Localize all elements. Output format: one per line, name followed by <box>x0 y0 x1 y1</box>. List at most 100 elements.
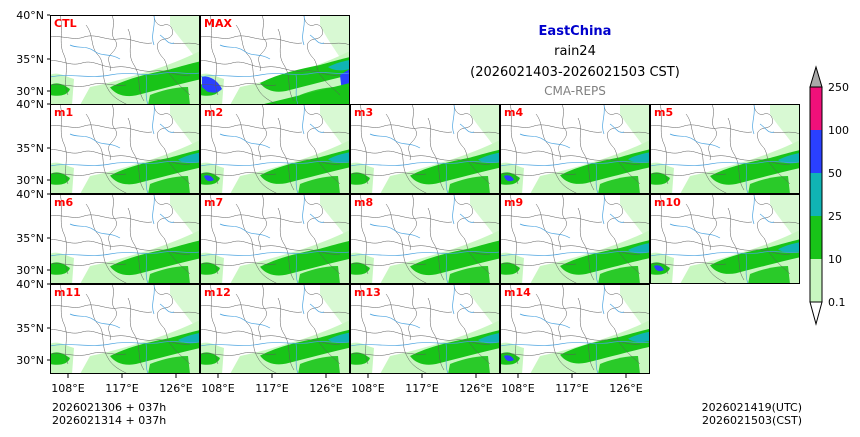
rain-moderate-south <box>598 176 640 194</box>
variable-title: rain24 <box>554 44 596 59</box>
province-border <box>350 329 491 345</box>
river-line <box>595 163 599 194</box>
rain-moderate-south <box>448 176 490 194</box>
init-time-line-1: 2026021306 + 037h <box>52 401 166 414</box>
river-line <box>69 313 121 329</box>
river-line <box>602 194 605 225</box>
river-line <box>519 223 571 239</box>
river-line <box>50 72 200 78</box>
panel-map-content <box>500 284 650 374</box>
colorbar-segment <box>810 216 822 259</box>
river-line <box>752 194 755 225</box>
river-line <box>295 74 299 105</box>
river-line <box>445 163 449 194</box>
river-line <box>69 44 121 60</box>
province-border <box>59 104 69 185</box>
river-line <box>595 253 599 284</box>
river-line <box>369 313 421 329</box>
lat-tick-label: 30°N <box>16 85 44 98</box>
province-border <box>50 304 153 313</box>
rain-moderate-band <box>560 328 650 364</box>
rain-moderate-west <box>50 262 70 275</box>
lon-tick-label: 126°E <box>609 382 642 395</box>
province-border <box>50 262 127 266</box>
river-line <box>200 72 350 78</box>
province-border <box>650 262 727 266</box>
river-line <box>350 341 500 347</box>
river-line <box>669 223 721 239</box>
province-border <box>108 194 117 251</box>
rain-moderate-band <box>260 149 350 184</box>
rain-light-north <box>620 104 650 156</box>
province-border <box>85 24 129 105</box>
province-border <box>685 113 729 194</box>
province-border <box>500 214 603 223</box>
province-border <box>209 194 219 275</box>
river-line <box>152 194 155 225</box>
province-border <box>127 207 145 281</box>
panel-label: m9 <box>504 196 523 209</box>
river-line <box>295 343 299 374</box>
colorbar-segment <box>810 259 822 302</box>
province-border <box>650 214 753 223</box>
province-border <box>127 297 145 371</box>
province-border <box>577 207 595 281</box>
river-line <box>145 74 149 105</box>
province-border <box>127 28 145 102</box>
province-border <box>577 117 595 191</box>
panel-frame <box>50 104 200 194</box>
init-time-line-2: 2026021314 + 037h <box>52 414 166 427</box>
province-border <box>708 194 717 251</box>
rain-moderate-south <box>748 266 790 284</box>
panel-frame <box>350 104 500 194</box>
province-border <box>50 214 153 223</box>
rain-moderate-south <box>148 356 190 374</box>
province-border <box>650 124 753 133</box>
province-border <box>303 104 341 185</box>
province-border <box>359 104 369 185</box>
province-border <box>258 15 267 72</box>
rain-heavy-patch <box>178 152 200 163</box>
rain-moderate-west <box>350 352 370 365</box>
panel-frame <box>200 194 350 284</box>
colorbar-segment <box>810 87 822 130</box>
river-line <box>595 343 599 374</box>
river-line <box>295 253 299 284</box>
panel-m9: m9 <box>500 194 650 284</box>
panel-frame <box>350 284 500 374</box>
rain-moderate-south <box>448 356 490 374</box>
panel-m8: m8 <box>350 194 500 284</box>
province-border <box>650 239 791 255</box>
lat-tick-label: 40°N <box>16 188 44 201</box>
province-border <box>558 104 567 161</box>
province-border <box>85 113 129 194</box>
rain-moderate-south <box>148 176 190 194</box>
panel-frame <box>50 284 200 374</box>
province-border <box>200 60 341 76</box>
river-line <box>200 161 350 167</box>
panel-frame <box>500 104 650 194</box>
province-border <box>535 203 579 284</box>
rain-moderate-south <box>148 266 190 284</box>
province-border <box>200 149 341 165</box>
axes-layer: 40°N35°N30°N40°N35°N30°N40°N35°N30°N40°N… <box>16 9 643 395</box>
lat-tick-label: 40°N <box>16 278 44 291</box>
province-border <box>50 329 191 345</box>
province-border <box>685 203 729 284</box>
panel-label: CTL <box>54 17 77 30</box>
province-border <box>427 297 445 371</box>
river-line <box>309 34 325 44</box>
province-border <box>359 284 369 365</box>
province-border <box>650 172 727 176</box>
province-border <box>427 207 445 281</box>
lon-tick-label: 108°E <box>51 382 84 395</box>
province-border <box>153 194 191 275</box>
province-border <box>500 304 603 313</box>
lon-tick-label: 126°E <box>309 382 342 395</box>
rain-moderate-west <box>50 172 70 185</box>
province-border <box>659 104 669 185</box>
province-border <box>209 284 219 365</box>
river-line <box>745 253 749 284</box>
rain-light-north <box>470 194 500 243</box>
panel-frame <box>350 194 500 284</box>
